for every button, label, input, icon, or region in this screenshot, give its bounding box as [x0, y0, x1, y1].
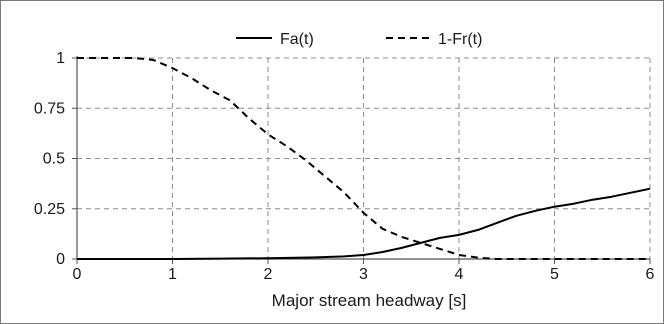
- x-tick-label-2: 2: [264, 266, 273, 283]
- y-tick-label-0: 0: [56, 251, 65, 268]
- legend-label-1-fr: 1-Fr(t): [438, 31, 482, 48]
- x-tick-label-5: 5: [550, 266, 559, 283]
- series-line-1: [77, 57, 650, 260]
- x-tick-label-1: 1: [168, 266, 177, 283]
- x-tick-label-0: 0: [73, 266, 82, 283]
- tick-labels: 0 1 2 3 4 5 6 0 0.25 0.5 0.75 1: [34, 50, 655, 283]
- x-tick-label-6: 6: [646, 266, 655, 283]
- grid: [77, 57, 651, 259]
- x-tick-label-4: 4: [455, 266, 464, 283]
- series-layer: [77, 57, 651, 260]
- y-tick-label-1: 0.25: [34, 201, 65, 218]
- y-tick-label-2: 0.5: [43, 151, 65, 168]
- x-axis-title: Major stream headway [s]: [272, 291, 467, 310]
- x-tick-label-3: 3: [359, 266, 368, 283]
- axes: [72, 56, 651, 264]
- legend: Fa(t) 1-Fr(t): [236, 31, 482, 48]
- series-line-0: [77, 187, 651, 260]
- y-tick-label-4: 1: [56, 50, 65, 67]
- legend-label-fa: Fa(t): [280, 31, 314, 48]
- y-tick-label-3: 0.75: [34, 100, 65, 117]
